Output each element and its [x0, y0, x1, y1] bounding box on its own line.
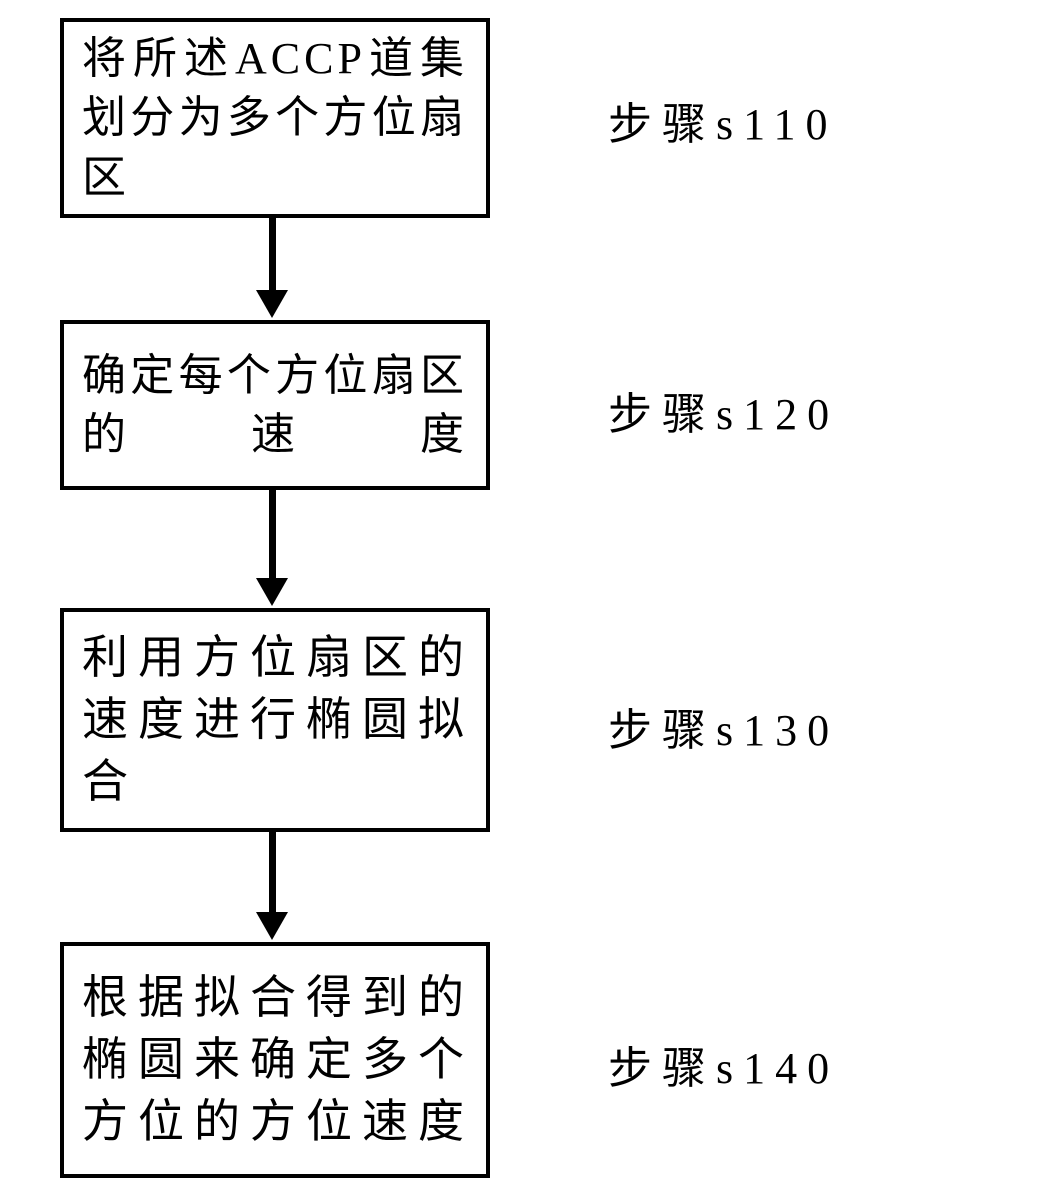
arrow-3-head — [256, 912, 288, 940]
flow-box-4: 根据拟合得到的椭圆来确定多个方位的方位速度 — [60, 942, 490, 1178]
step-label-4: 步骤s140 — [608, 1032, 839, 1096]
flow-box-3-text: 利用方位扇区的速度进行椭圆拟合 — [82, 627, 468, 813]
flowchart-canvas: 将所述ACCP道集划分为多个方位扇区 步骤s110 确定每个方位扇区的速度 步骤… — [0, 0, 1048, 1203]
flow-box-1: 将所述ACCP道集划分为多个方位扇区 — [60, 18, 490, 218]
arrow-2-line — [269, 490, 276, 580]
step-label-1: 步骤s110 — [608, 88, 838, 152]
step-label-2: 步骤s120 — [608, 378, 839, 442]
flow-box-2: 确定每个方位扇区的速度 — [60, 320, 490, 490]
flow-box-2-text: 确定每个方位扇区的速度 — [82, 346, 468, 465]
arrow-1-line — [269, 218, 276, 292]
arrow-2-head — [256, 578, 288, 606]
arrow-1-head — [256, 290, 288, 318]
step-label-3: 步骤s130 — [608, 694, 839, 758]
flow-box-4-text: 根据拟合得到的椭圆来确定多个方位的方位速度 — [82, 967, 468, 1153]
flow-box-1-text: 将所述ACCP道集划分为多个方位扇区 — [82, 29, 468, 207]
arrow-3-line — [269, 832, 276, 914]
flow-box-3: 利用方位扇区的速度进行椭圆拟合 — [60, 608, 490, 832]
